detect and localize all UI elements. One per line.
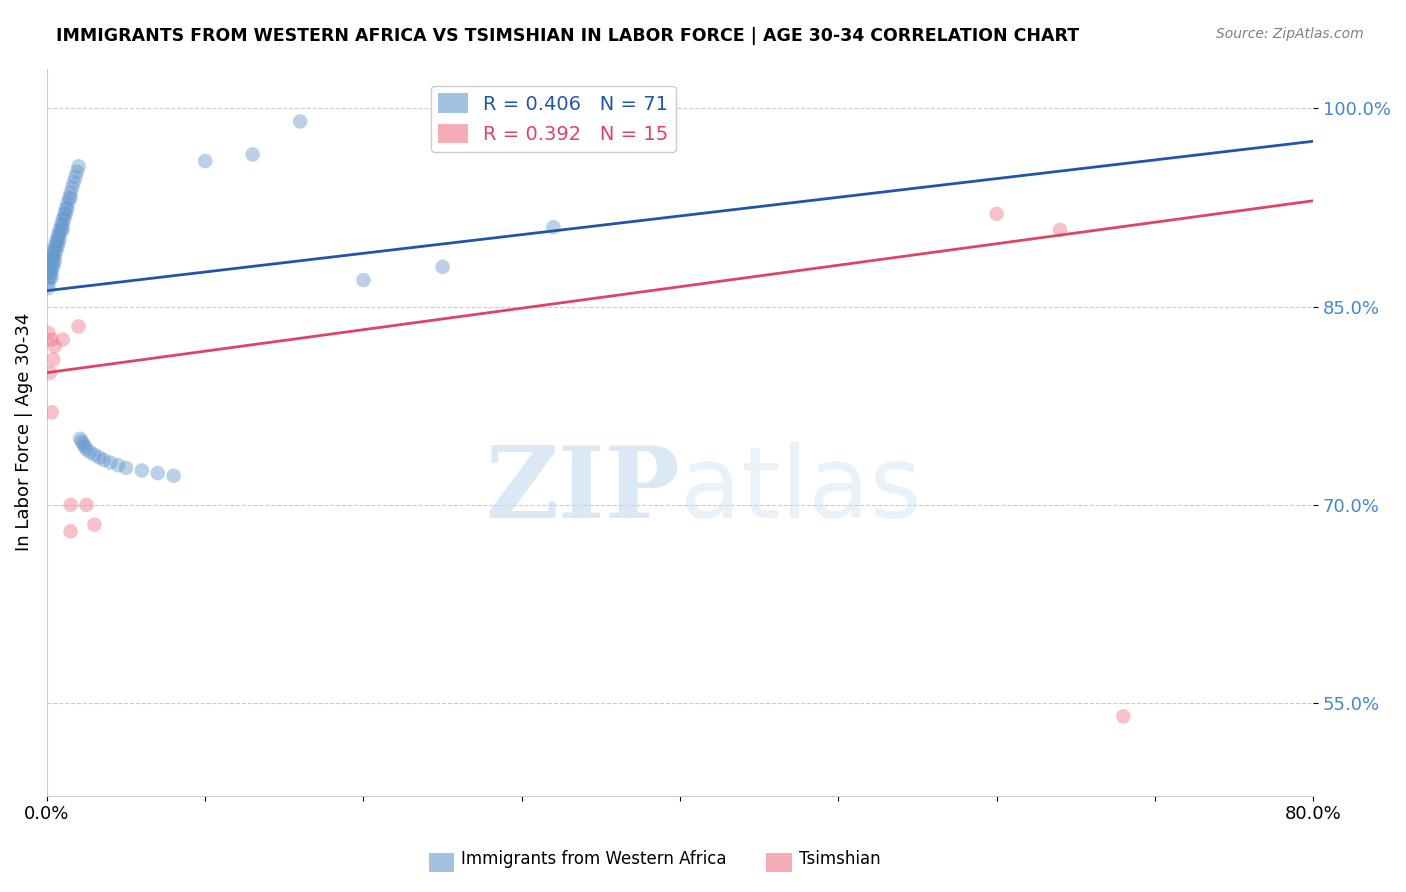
- Point: [98, 456, 121, 470]
- Point: [89, 450, 111, 465]
- Point: [72, 437, 94, 451]
- Point: [39, 265, 62, 279]
- Point: [59, 498, 82, 512]
- Point: [62, 175, 84, 189]
- Point: [44, 238, 66, 252]
- Point: [56, 202, 79, 216]
- Point: [41, 405, 63, 419]
- Point: [41, 249, 63, 263]
- Point: [39, 260, 62, 274]
- Point: [37, 260, 59, 274]
- Point: [41, 260, 63, 274]
- Point: [41, 270, 63, 285]
- Point: [37, 281, 59, 295]
- Point: [59, 524, 82, 539]
- Point: [52, 218, 75, 232]
- Point: [37, 270, 59, 285]
- Point: [83, 448, 105, 462]
- Text: Immigrants from Western Africa: Immigrants from Western Africa: [461, 850, 727, 868]
- Text: atlas: atlas: [681, 442, 922, 539]
- Point: [131, 463, 153, 477]
- Point: [42, 352, 65, 367]
- Point: [69, 432, 91, 446]
- Point: [41, 265, 63, 279]
- Legend: R = 0.406   N = 71, R = 0.392   N = 15: R = 0.406 N = 71, R = 0.392 N = 15: [430, 86, 676, 152]
- Point: [67, 160, 90, 174]
- Point: [73, 440, 96, 454]
- Point: [44, 339, 66, 353]
- Point: [44, 244, 66, 258]
- Text: IMMIGRANTS FROM WESTERN AFRICA VS TSIMSHIAN IN LABOR FORCE | AGE 30-34 CORRELATI: IMMIGRANTS FROM WESTERN AFRICA VS TSIMSH…: [56, 27, 1080, 45]
- Point: [46, 234, 69, 248]
- Point: [288, 114, 311, 128]
- Point: [49, 223, 72, 237]
- Point: [146, 466, 169, 480]
- Point: [42, 260, 65, 274]
- Point: [46, 238, 69, 252]
- Text: ZIP: ZIP: [485, 442, 681, 539]
- Text: Source: ZipAtlas.com: Source: ZipAtlas.com: [1216, 27, 1364, 41]
- Point: [37, 276, 59, 290]
- Point: [986, 207, 1008, 221]
- Point: [55, 202, 77, 216]
- Y-axis label: In Labor Force | Age 30-34: In Labor Force | Age 30-34: [15, 313, 32, 551]
- Point: [75, 498, 97, 512]
- Point: [162, 468, 184, 483]
- Point: [55, 207, 77, 221]
- Point: [58, 191, 80, 205]
- Point: [66, 164, 89, 178]
- Point: [93, 453, 115, 467]
- Point: [353, 273, 375, 287]
- Point: [59, 186, 82, 200]
- Point: [107, 458, 129, 473]
- Point: [39, 270, 62, 285]
- Point: [543, 220, 565, 235]
- Point: [52, 333, 75, 347]
- Point: [242, 147, 264, 161]
- Point: [42, 254, 65, 268]
- Point: [41, 254, 63, 268]
- Point: [52, 212, 75, 227]
- Point: [60, 180, 83, 194]
- Point: [42, 249, 65, 263]
- Point: [45, 244, 67, 258]
- Point: [49, 218, 72, 232]
- Point: [53, 207, 76, 221]
- Point: [1112, 709, 1135, 723]
- Point: [65, 169, 87, 184]
- Point: [37, 326, 59, 340]
- Point: [41, 333, 63, 347]
- Point: [39, 254, 62, 268]
- Point: [45, 238, 67, 252]
- Point: [59, 191, 82, 205]
- Point: [53, 212, 76, 227]
- Point: [39, 366, 62, 380]
- Point: [83, 517, 105, 532]
- Point: [52, 223, 75, 237]
- Point: [46, 228, 69, 243]
- Point: [48, 228, 70, 243]
- Point: [79, 445, 101, 459]
- Point: [67, 319, 90, 334]
- Point: [42, 244, 65, 258]
- Point: [75, 442, 97, 457]
- Point: [115, 460, 138, 475]
- Point: [70, 434, 93, 449]
- Point: [48, 223, 70, 237]
- Point: [432, 260, 454, 274]
- Point: [1049, 223, 1071, 237]
- Point: [44, 249, 66, 263]
- Point: [48, 234, 70, 248]
- Text: Tsimshian: Tsimshian: [799, 850, 880, 868]
- Point: [37, 265, 59, 279]
- Point: [194, 154, 217, 169]
- Point: [44, 254, 66, 268]
- Point: [56, 196, 79, 211]
- Point: [45, 234, 67, 248]
